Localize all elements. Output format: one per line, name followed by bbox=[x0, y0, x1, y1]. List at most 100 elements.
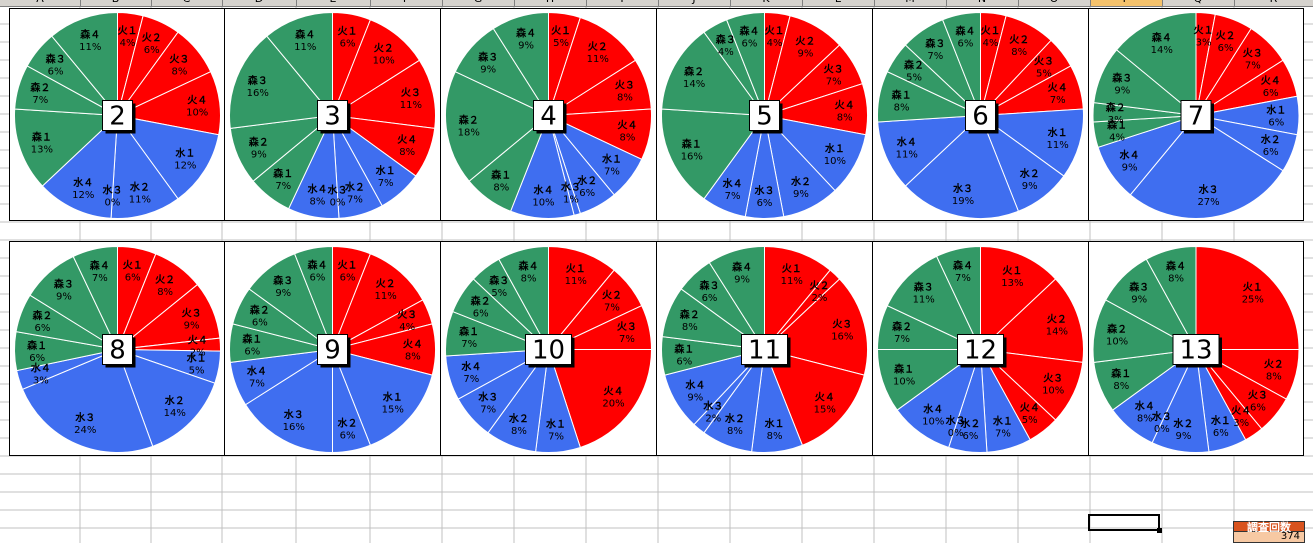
column-header-r[interactable]: R bbox=[1264, 0, 1284, 6]
pie-slice-2-5[interactable] bbox=[110, 114, 179, 219]
pie-slice-9-6[interactable] bbox=[244, 348, 333, 454]
pie-slice-2-8[interactable] bbox=[14, 108, 119, 187]
pie-slice-12-11[interactable] bbox=[935, 245, 981, 350]
column-header-e[interactable]: E bbox=[323, 0, 343, 6]
column-header-p[interactable]: P bbox=[1116, 0, 1136, 6]
pie-slice-11-11[interactable] bbox=[708, 245, 765, 352]
pie-slice-13-11[interactable] bbox=[1145, 245, 1197, 350]
pie-slice-10-3[interactable] bbox=[547, 349, 653, 449]
column-header-k[interactable]: K bbox=[756, 0, 776, 6]
pie-chart-6[interactable]: 火１ 4% 火２ 8% 火３ 5% 火４ 7% 水１ 11% 水２ 9% 水３ 19% 水４ 11% 森１ 8% 森… bbox=[873, 8, 1089, 221]
pie-chart-10[interactable]: 火１ 11% 火２ 7% 火３ 7% 火４ 20% 水１ 7% 水２ 8% 水３ 7% 水４ 7% 森１ 7% 森２… bbox=[441, 241, 657, 456]
column-header-b[interactable]: B bbox=[106, 0, 126, 6]
slice-label: 水１ bbox=[1047, 126, 1068, 139]
pie-chart-13[interactable]: 火１ 25% 火２ 8% 火３ 6% 火４ 3% 水１ 6% 水２ 9% 水３ 0% 水４ 8% 森１ 8% 森２ 1… bbox=[1089, 241, 1304, 456]
pie-slice-10-11[interactable] bbox=[498, 245, 549, 350]
pie-chart-2[interactable]: 火１ 4% 火２ 6% 火３ 8% 火４ 10% 水１ 12% 水２ 11% 水３ 0% 水４ 12% 森１ 13… bbox=[9, 8, 225, 221]
pie-slice-4-1[interactable] bbox=[547, 16, 637, 117]
slice-percent: 9% bbox=[251, 149, 267, 160]
pie-slice-6-11[interactable] bbox=[941, 11, 981, 116]
pie-slice-4-11[interactable] bbox=[492, 11, 549, 118]
pie-chart-12[interactable]: 火１ 13% 火２ 14% 火３ 10% 火４ 5% 水１ 7% 水２ 6% 水３ 0% 水４ 10% 森１ 10… bbox=[873, 241, 1089, 456]
slice-percent: 9% bbox=[184, 320, 200, 331]
pie-slice-12-10[interactable] bbox=[886, 255, 982, 351]
pie-slice-3-2[interactable] bbox=[331, 59, 436, 129]
pie-chart-8[interactable]: 火１ 6% 火２ 8% 火３ 9% 火４ 2% 水１ 5% 水２ 14% 水３ 24% 水４ 3% 森１ 6% 森２… bbox=[9, 241, 225, 456]
pie-slice-6-4[interactable] bbox=[979, 108, 1084, 177]
slice-label: 森３ bbox=[1111, 72, 1132, 85]
column-header-n[interactable]: N bbox=[972, 0, 992, 6]
pie-slice-2-4[interactable] bbox=[116, 114, 220, 200]
column-header-d[interactable]: D bbox=[249, 0, 269, 6]
pie-slice-13-0[interactable] bbox=[1195, 245, 1300, 350]
slice-label: 水４ bbox=[1134, 399, 1155, 412]
slice-percent: 14% bbox=[1151, 45, 1173, 56]
slice-percent: 11% bbox=[587, 54, 609, 65]
slice-percent: 11% bbox=[1047, 140, 1069, 151]
column-header-separator bbox=[1090, 0, 1091, 6]
pie-slice-4-9[interactable] bbox=[445, 70, 550, 182]
survey-count-value[interactable]: 374 bbox=[1233, 532, 1305, 543]
column-header-q[interactable]: Q bbox=[1188, 0, 1208, 6]
column-header-h[interactable]: H bbox=[540, 0, 560, 6]
slice-label: 森１ bbox=[893, 362, 914, 375]
slice-percent: 2% bbox=[190, 348, 206, 359]
pie-chart-5[interactable]: 火１ 4% 火２ 9% 火３ 7% 火４ 8% 水１ 10% 水２ 9% 水３ 6% 水４ 7% 森１ 16% 森２… bbox=[657, 8, 873, 221]
chart-number-box: 11 bbox=[741, 334, 791, 368]
slice-label: 森２ bbox=[903, 58, 924, 71]
pie-slice-12-0[interactable] bbox=[980, 245, 1057, 351]
pie-slice-5-11[interactable] bbox=[725, 11, 765, 116]
pie-slice-2-11[interactable] bbox=[51, 11, 118, 117]
slice-label: 水１ bbox=[382, 391, 403, 404]
pie-slice-3-11[interactable] bbox=[266, 11, 333, 117]
pie-slice-9-11[interactable] bbox=[293, 245, 333, 350]
column-header-f[interactable]: F bbox=[396, 0, 416, 6]
slice-percent: 6% bbox=[1268, 118, 1284, 129]
pie-slice-8-6[interactable] bbox=[21, 348, 154, 453]
pie-slice-5-9[interactable] bbox=[661, 31, 766, 117]
pie-chart-4[interactable]: 火１ 5% 火２ 11% 火３ 8% 火４ 8% 水１ 7% 水２ 6% 水３ 1% 水４ 10% 森１ 8% 森２… bbox=[441, 8, 657, 221]
slice-percent: 10% bbox=[922, 416, 944, 427]
slice-label: 森２ bbox=[891, 320, 912, 333]
slice-percent: 7% bbox=[548, 431, 564, 442]
pie-chart-svg: 火１6% 火２10%火３11%火４8%水１7%水２7%水３0%水４8%森１7%森２… bbox=[229, 11, 436, 219]
pie-chart-11[interactable]: 火１ 11% 火２ 2% 火３ 16% 火４ 15% 水１ 8% 水２ 8% 水３ 2% 水４ 9% 森１ 6% 森… bbox=[657, 241, 873, 456]
pie-slice-6-7[interactable] bbox=[877, 114, 982, 187]
slice-label: 森１ bbox=[681, 138, 702, 151]
column-header-o[interactable]: O bbox=[1044, 0, 1064, 6]
pie-slice-6-6[interactable] bbox=[904, 114, 1020, 219]
column-header-i[interactable]: I bbox=[612, 0, 632, 6]
pie-slice-8-11[interactable] bbox=[72, 245, 118, 350]
column-header-a[interactable]: A bbox=[30, 0, 50, 6]
column-header-g[interactable]: G bbox=[468, 0, 488, 6]
pie-slice-10-0[interactable] bbox=[548, 245, 615, 351]
column-header-l[interactable]: L bbox=[828, 0, 848, 6]
pie-slice-9-1[interactable] bbox=[331, 253, 424, 351]
column-header-j[interactable]: J bbox=[684, 0, 704, 6]
pie-slice-3-10[interactable] bbox=[229, 35, 334, 129]
pie-slice-7-6[interactable] bbox=[1129, 114, 1284, 219]
slice-label: 水４ bbox=[460, 360, 481, 373]
pie-slice-8-5[interactable] bbox=[116, 348, 216, 447]
pie-slice-7-11[interactable] bbox=[1115, 11, 1197, 117]
slice-label: 森３ bbox=[247, 74, 268, 87]
pie-chart-7[interactable]: 火１ 3% 火２ 6% 火３ 7% 火４ 6% 水１ 6% 水２ 6% 水３ 27% 水４ 9% 森１ 4% 森２ 3… bbox=[1089, 8, 1304, 221]
slice-percent: 7% bbox=[894, 334, 910, 345]
pie-slice-9-4[interactable] bbox=[331, 348, 433, 446]
chart-number: 13 bbox=[1179, 336, 1212, 366]
fill-handle[interactable] bbox=[1157, 528, 1162, 533]
column-header-c[interactable]: C bbox=[177, 0, 197, 6]
pie-slice-5-8[interactable] bbox=[661, 108, 766, 200]
column-header-m[interactable]: M bbox=[900, 0, 920, 6]
pie-slice-11-3[interactable] bbox=[763, 348, 865, 446]
slice-label: 森１ bbox=[31, 131, 52, 144]
pie-chart-3[interactable]: 火１ 6% 火２ 10% 火３ 11% 火４ 8% 水１ 7% 水２ 7% 水３ 0% 水４ 8% 森１ 7% 森２… bbox=[225, 8, 441, 221]
slice-percent: 6% bbox=[340, 430, 356, 441]
pie-chart-9[interactable]: 火１ 6% 火２ 11% 火３ 4% 火４ 8% 水１ 15% 水２ 6% 水３ 16% 水４ 7% 森１ 6% 森… bbox=[225, 241, 441, 456]
pie-chart-svg: 火１6% 火２8%火３9%火４2%水１5%水２14%水３24%水４3%森１6%森２… bbox=[14, 245, 221, 453]
pie-slice-11-0[interactable] bbox=[764, 245, 831, 351]
column-header-separator bbox=[730, 0, 731, 6]
column-header-selected[interactable] bbox=[1090, 0, 1162, 6]
active-cell-selection[interactable] bbox=[1088, 514, 1162, 533]
pie-slice-2-7[interactable] bbox=[41, 114, 119, 219]
